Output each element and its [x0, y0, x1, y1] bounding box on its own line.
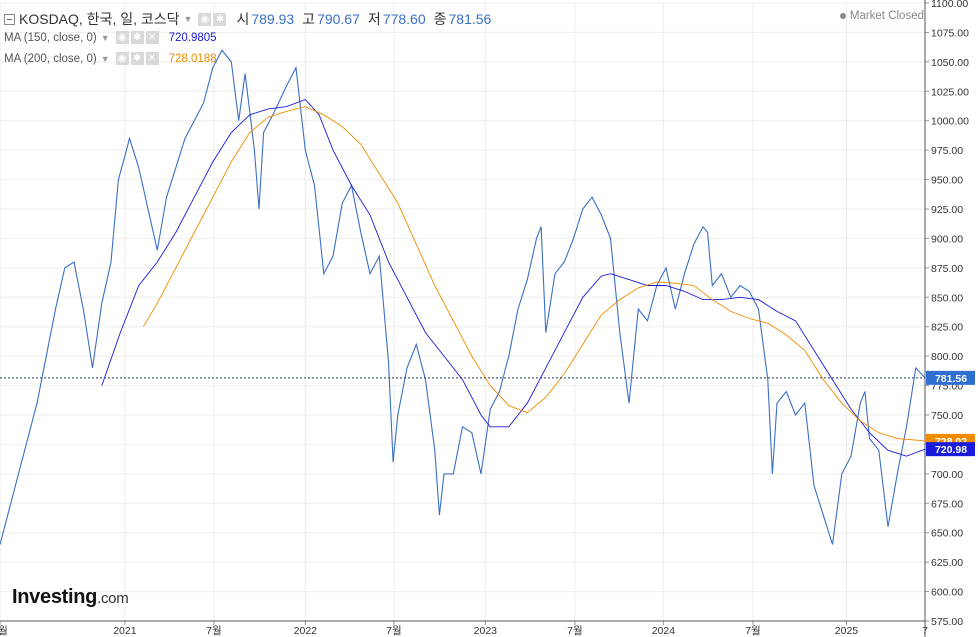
y-tick-label: 950.00: [931, 175, 963, 187]
y-tick-label: 850.00: [931, 292, 963, 304]
close-icon[interactable]: ✕: [145, 52, 159, 65]
close-value: 781.56: [448, 11, 492, 27]
status-dot-icon: [839, 12, 846, 19]
close-price-badge-text: 781.56: [935, 373, 967, 385]
ma200-value: 728.0188: [168, 52, 217, 65]
ma200-row: MA (200, close, 0) ▼ ◉ ✱ ✕ 728.0188: [4, 52, 217, 65]
high-value: 790.67: [317, 11, 360, 27]
collapse-icon[interactable]: [4, 13, 15, 25]
price-line: [0, 49, 926, 545]
y-tick-label: 900.00: [931, 233, 963, 245]
y-tick-label: 1000.00: [931, 116, 969, 128]
y-tick-label: 975.00: [931, 145, 963, 157]
low-label: 저: [367, 11, 381, 27]
x-tick-label: 7월: [567, 625, 583, 637]
x-tick-label: 2024: [652, 625, 676, 637]
x-tick-label: 5월: [0, 625, 8, 637]
x-tick-label: 7월: [386, 625, 402, 637]
x-tick-label: 2021: [113, 625, 137, 637]
ma150-badge-text: 720.98: [935, 444, 967, 456]
market-status: Market Closed: [839, 10, 924, 22]
logo-suffix: .com: [97, 590, 129, 607]
y-tick-label: 600.00: [931, 587, 963, 599]
y-tick-label: 675.00: [931, 498, 963, 510]
ma150-badge: [926, 442, 975, 457]
y-tick-label: 1075.00: [931, 27, 969, 39]
close-price-badge: [926, 370, 975, 385]
chart-header: KOSDAQ, 한국, 일, 코스닥 ▼ ◉ ✱ 시 789.93 고 790.67…: [0, 0, 978, 80]
y-tick-label: 750.00: [931, 410, 963, 422]
open-label: 시: [236, 11, 250, 27]
eye-icon[interactable]: ◉: [198, 12, 212, 26]
ma150-label[interactable]: MA (150, close, 0): [4, 31, 97, 44]
gear-icon[interactable]: ✱: [130, 31, 144, 44]
investing-logo: Investing.com: [12, 586, 129, 609]
close-label: 종: [433, 11, 447, 27]
market-status-text: Market Closed: [849, 10, 924, 22]
y-tick-label: 800.00: [931, 351, 963, 363]
y-tick-label: 700.00: [931, 469, 963, 481]
low-value: 778.60: [382, 11, 426, 27]
ma150-value: 720.9805: [168, 31, 217, 44]
y-tick-label: 625.00: [931, 557, 963, 569]
y-tick-label: 1025.00: [931, 86, 969, 98]
x-tick-label: 7월: [206, 625, 222, 637]
ma150-row: MA (150, close, 0) ▼ ◉ ✱ ✕ 720.9805: [4, 31, 217, 44]
symbol-title[interactable]: KOSDAQ, 한국, 일, 코스닥: [19, 11, 180, 27]
x-tick-label: 2022: [294, 625, 318, 637]
gear-icon[interactable]: ✱: [130, 52, 144, 65]
x-tick-label: 2025: [835, 625, 859, 637]
ma200-label[interactable]: MA (200, close, 0): [4, 52, 97, 65]
y-tick-label: 925.00: [931, 204, 963, 216]
close-icon[interactable]: ✕: [145, 31, 159, 44]
y-tick-label: 1050.00: [931, 57, 969, 69]
high-label: 고: [302, 11, 316, 27]
chevron-down-icon[interactable]: ▼: [183, 14, 193, 24]
symbol-row: KOSDAQ, 한국, 일, 코스닥 ▼ ◉ ✱ 시 789.93 고 790.67…: [4, 9, 491, 29]
y-tick-label: 650.00: [931, 528, 963, 540]
ma200-line: [143, 106, 926, 442]
chevron-down-icon[interactable]: ▼: [100, 32, 110, 43]
y-tick-label: 825.00: [931, 322, 963, 334]
eye-icon[interactable]: ◉: [115, 52, 129, 65]
open-value: 789.93: [251, 11, 295, 27]
x-tick-label: 7월: [745, 625, 761, 637]
gear-icon[interactable]: ✱: [213, 12, 227, 26]
y-tick-label: 575.00: [931, 616, 963, 628]
x-tick-label: 2023: [474, 625, 498, 637]
y-tick-label: 1100.00: [931, 0, 968, 10]
eye-icon[interactable]: ◉: [115, 31, 129, 44]
chevron-down-icon[interactable]: ▼: [100, 53, 110, 64]
logo-main: Investing: [12, 586, 98, 608]
ma150-line: [101, 98, 926, 457]
y-tick-label: 875.00: [931, 263, 963, 275]
